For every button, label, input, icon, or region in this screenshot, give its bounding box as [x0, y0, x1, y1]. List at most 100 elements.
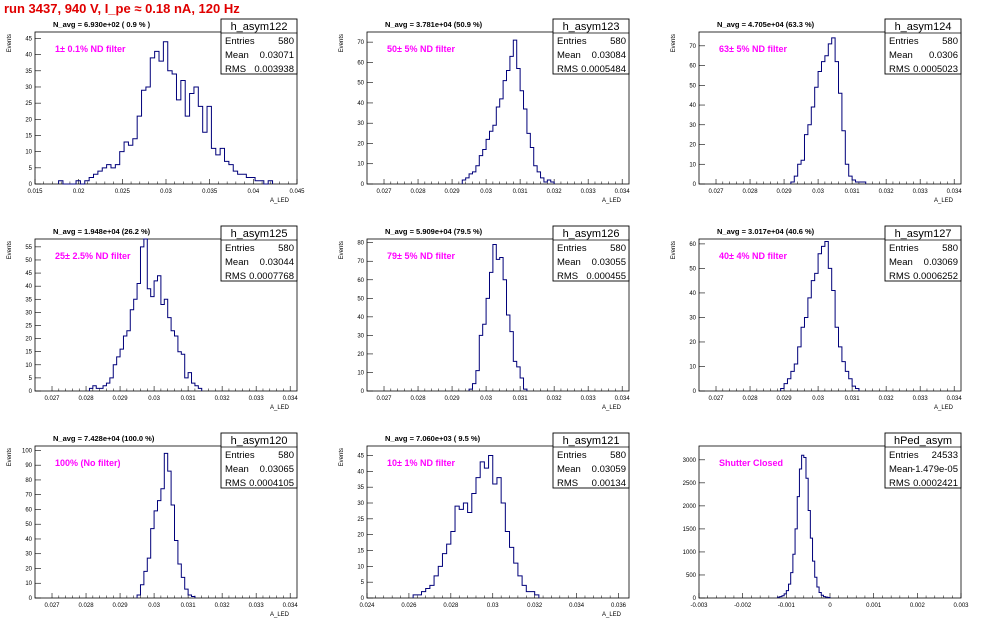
histogram-bin	[238, 174, 242, 184]
histogram-bin	[96, 388, 99, 391]
histogram-bin	[115, 165, 119, 184]
histogram-bin	[181, 577, 184, 598]
x-tick-label: 0.036	[611, 603, 627, 609]
stat-label-entries: Entries	[225, 243, 255, 254]
x-axis-label: A_LED	[602, 612, 622, 618]
filter-label: 79± 5% ND filter	[387, 251, 455, 261]
x-tick-label: 0.026	[401, 603, 417, 609]
y-tick-label: 3000	[683, 458, 697, 464]
stat-label-rms: RMS	[225, 64, 246, 75]
y-tick-label: 15	[357, 549, 364, 555]
y-tick-label: 50	[25, 258, 32, 264]
histogram-bin	[810, 538, 812, 598]
histogram-bin	[507, 315, 510, 391]
histogram-bin	[544, 182, 547, 184]
histogram-name: h_asym120	[231, 435, 288, 447]
histogram-bin	[845, 164, 848, 184]
histogram-bin	[426, 589, 430, 599]
y-tick-label: 20	[689, 340, 696, 346]
histogram-bin	[155, 51, 159, 184]
x-tick-label: 0.002	[910, 603, 926, 609]
histogram-bin	[507, 71, 510, 184]
x-tick-label: 0.034	[283, 396, 299, 402]
histogram-bin	[505, 532, 509, 599]
histogram-bin	[175, 540, 178, 598]
histogram-bin	[821, 595, 823, 598]
stat-label-entries: Entries	[889, 243, 919, 254]
histogram-bin	[147, 289, 150, 391]
x-tick-label: 0.027	[377, 189, 393, 195]
x-tick-label: 0.032	[879, 189, 895, 195]
histogram-bin	[154, 281, 157, 391]
histogram-bin	[782, 596, 784, 598]
x-tick-label: 0.035	[202, 189, 218, 195]
histogram-bin	[849, 379, 852, 391]
histogram-bin	[255, 181, 259, 184]
histogram-bin	[144, 239, 147, 391]
x-tick-label: 0.028	[443, 603, 459, 609]
histogram-bin	[442, 554, 446, 598]
y-axis-label: Events	[7, 34, 13, 52]
y-tick-label: 10	[689, 364, 696, 370]
histogram-bin	[520, 378, 523, 391]
histogram-bin	[804, 458, 806, 598]
histogram-bin	[801, 160, 804, 184]
histogram-bin	[806, 478, 808, 598]
y-tick-label: 30	[25, 85, 32, 91]
histogram-bin	[520, 91, 523, 184]
stat-value-mean: -1.479e-05	[912, 464, 958, 475]
stat-label-mean: Mean	[557, 257, 581, 268]
histogram-bin	[821, 246, 824, 391]
x-tick-label: 0.031	[181, 603, 197, 609]
x-tick-label: 0.04	[247, 189, 259, 195]
y-tick-label: 35	[25, 69, 32, 75]
histogram-bin	[123, 336, 126, 391]
histogram-bin	[835, 62, 838, 184]
histogram-bin	[503, 280, 506, 391]
y-tick-label: 25	[357, 517, 364, 523]
histogram-bin	[417, 595, 421, 598]
stat-value-rms: 0.00134	[592, 478, 626, 489]
y-tick-label: 35	[357, 485, 364, 491]
y-tick-label: 10	[357, 564, 364, 570]
x-tick-label: 0.03	[480, 396, 492, 402]
histogram-bin	[503, 81, 506, 184]
y-tick-label: 5	[29, 166, 33, 172]
histogram-bin	[808, 510, 810, 598]
y-tick-label: 40	[25, 537, 32, 543]
histogram-bin	[489, 272, 492, 391]
y-tick-label: 15	[25, 133, 32, 139]
stat-value-entries: 580	[942, 243, 958, 254]
y-tick-label: 60	[689, 64, 696, 70]
histogram-bin	[140, 585, 143, 598]
y-axis-label: Events	[339, 241, 345, 259]
filter-label: 1± 0.1% ND filter	[55, 44, 126, 54]
histogram-bin	[133, 139, 137, 184]
y-axis-label: Events	[7, 448, 13, 466]
x-tick-label: 0.03	[148, 396, 160, 402]
y-tick-label: 5	[29, 376, 33, 382]
histogram-bin	[530, 148, 533, 184]
y-tick-label: 60	[25, 507, 32, 513]
histogram-bin	[787, 379, 790, 391]
y-tick-label: 10	[25, 581, 32, 587]
stat-value-entries: 580	[610, 36, 626, 47]
histogram-bin	[780, 597, 782, 598]
stat-label-mean: Mean	[889, 464, 913, 475]
histogram-bin	[795, 529, 797, 598]
x-tick-label: 0.024	[359, 603, 375, 609]
stat-value-mean: 0.03044	[260, 257, 294, 268]
histogram-bin	[472, 494, 476, 599]
histogram-bin	[818, 254, 821, 391]
histogram-bin	[111, 168, 115, 184]
histogram-bin	[110, 378, 113, 391]
histogram-bin	[808, 125, 811, 184]
y-tick-label: 20	[357, 352, 364, 358]
histogram-bin	[447, 544, 451, 598]
filter-label: 10± 1% ND filter	[387, 458, 455, 468]
stat-value-entries: 580	[610, 243, 626, 254]
y-tick-label: 50	[357, 296, 364, 302]
y-tick-label: 25	[25, 101, 32, 107]
